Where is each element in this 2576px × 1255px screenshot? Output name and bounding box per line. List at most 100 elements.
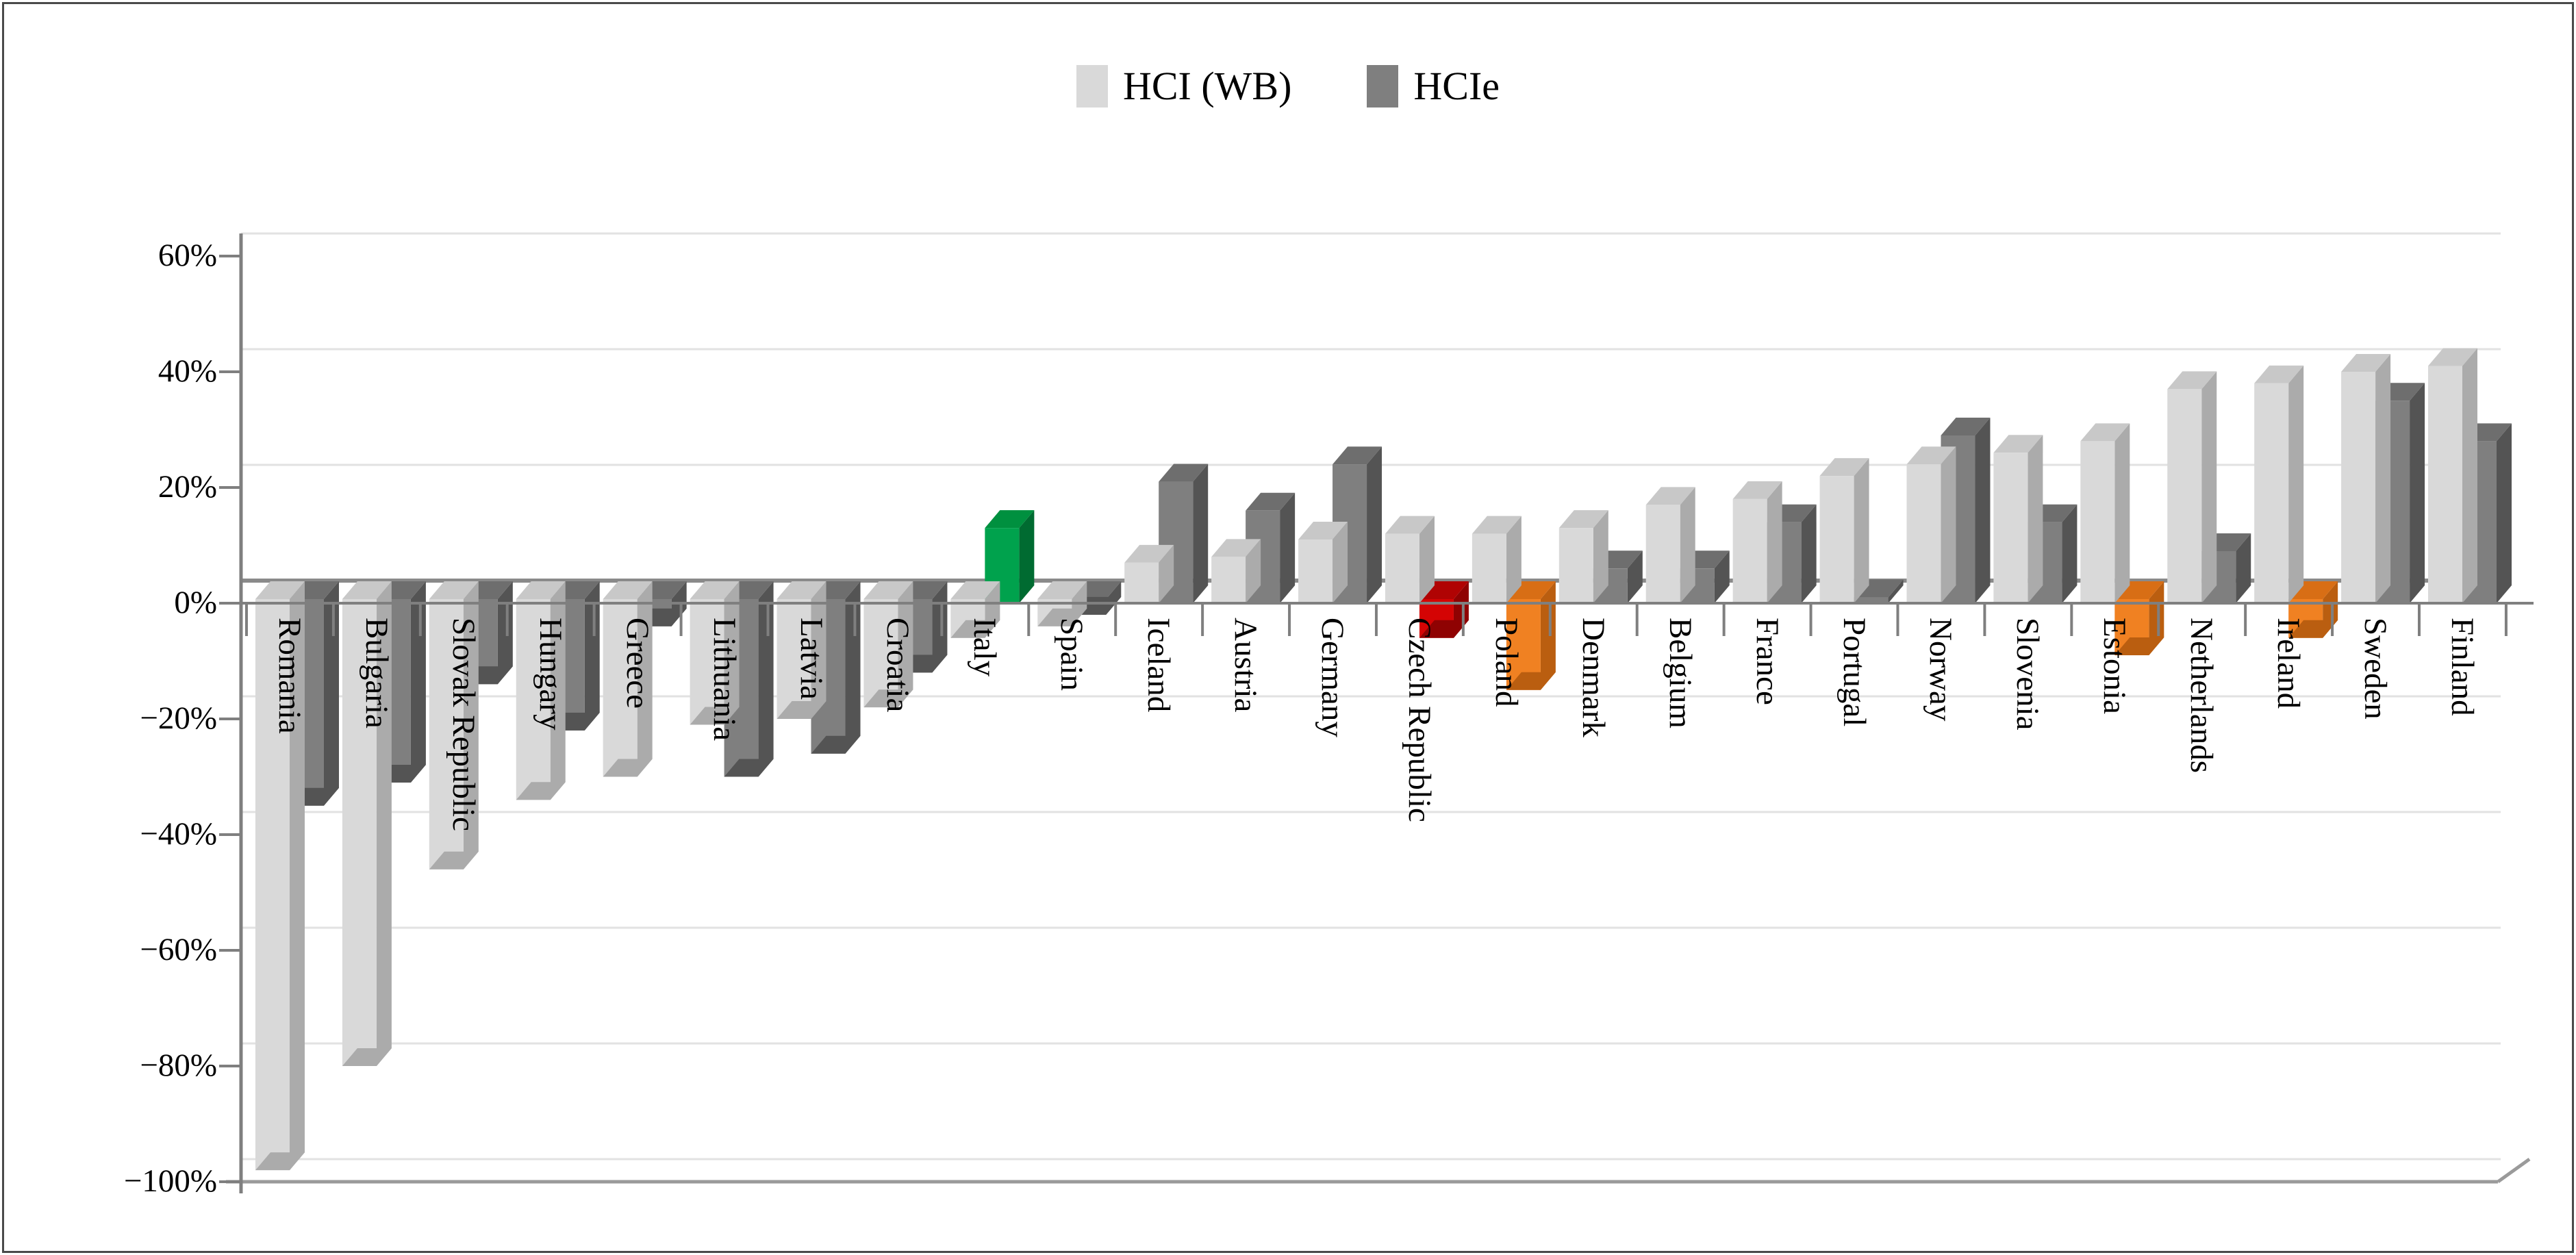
y-axis-tick-label: 60% <box>157 238 217 273</box>
legend-item-hci-wb: HCI (WB) <box>1076 63 1291 109</box>
bar-hci-wb-portugal-side <box>1854 458 1869 603</box>
bar-hci-wb-lithuania-side <box>724 581 740 725</box>
bar-hci-wb-bulgaria <box>342 599 377 1066</box>
y-axis-tick-label: −80% <box>140 1048 217 1083</box>
bar-hcie-finland-side <box>2497 423 2512 603</box>
bar-hcie-ireland-foot <box>2288 620 2338 638</box>
bar-hci-wb-france-top <box>1732 481 1782 499</box>
category-label-sweden: Sweden <box>2358 618 2394 720</box>
bar-hci-wb-estonia <box>2080 441 2115 603</box>
bar-hci-wb-finland-top <box>2428 348 2477 366</box>
bar-hci-wb-poland <box>1472 533 1506 603</box>
bar-hcie-hungary-side <box>584 581 600 731</box>
bar-hci-wb-spain-foot <box>1037 608 1087 626</box>
bar-hci-wb-spain-top <box>1037 581 1087 599</box>
category-label-belgium: Belgium <box>1662 618 1698 728</box>
bar-hcie-norway-top <box>1941 417 1991 435</box>
bar-hci-wb-romania <box>255 599 290 1171</box>
bar-hci-wb-france-side <box>1767 481 1782 603</box>
bar-hcie-bulgaria-side <box>410 581 426 783</box>
y-axis-tick-label: −100% <box>123 1163 217 1199</box>
category-label-germany: Germany <box>1315 618 1351 737</box>
bar-hci-wb-croatia-top <box>863 581 913 599</box>
bar-hcie-slovenia-side <box>2062 504 2078 603</box>
y-axis-tick-label: −60% <box>140 932 217 967</box>
bar-hci-wb-finland <box>2428 366 2462 603</box>
category-label-poland: Poland <box>1488 618 1524 707</box>
bar-hci-wb-iceland <box>1124 562 1159 603</box>
bar-hci-wb-ireland-top <box>2254 365 2304 383</box>
bar-hci-wb-denmark-side <box>1593 510 1608 603</box>
category-label-portugal: Portugal <box>1836 618 1872 727</box>
category-label-spain: Spain <box>1054 618 1090 692</box>
bar-hcie-germany-side <box>1367 446 1382 603</box>
bar-hci-wb-germany-side <box>1333 522 1348 603</box>
bar-hcie-italy-side <box>1019 510 1035 603</box>
category-label-austria: Austria <box>1228 618 1264 713</box>
bar-hcie-poland-foot <box>1506 672 1556 690</box>
category-label-finland: Finland <box>2445 618 2480 716</box>
bar-hci-wb-czech-republic <box>1385 533 1419 603</box>
category-label-croatia: Croatia <box>880 618 916 713</box>
bar-hci-wb-slovenia-side <box>2028 435 2043 603</box>
bar-hci-wb-iceland-side <box>1159 544 1174 603</box>
bar-hci-wb-bulgaria-foot <box>342 1048 392 1066</box>
bar-hci-wb-hungary <box>516 599 551 800</box>
bar-hcie-portugal <box>1854 597 1889 603</box>
legend-item-hcie: HCIe <box>1367 63 1500 109</box>
bar-hci-wb-poland-top <box>1472 516 1521 534</box>
bar-hci-wb-denmark <box>1558 528 1593 603</box>
bar-hci-wb-bulgaria-side <box>376 581 392 1066</box>
bar-hci-wb-czech-republic-top <box>1385 516 1435 534</box>
bar-hci-wb-romania-foot <box>255 1152 305 1171</box>
bar-hcie-austria-top <box>1246 492 1296 511</box>
category-label-latvia: Latvia <box>793 618 829 700</box>
bar-hcie-slovak-republic-side <box>497 581 513 685</box>
bar-hci-wb-latvia-side <box>811 581 826 719</box>
y-axis-tick-label: −40% <box>140 816 217 852</box>
bar-hci-wb-greece-foot <box>603 759 653 777</box>
bar-hci-wb-lithuania-foot <box>690 707 740 725</box>
bar-hcie-estonia-side <box>2149 581 2164 656</box>
bar-hci-wb-poland-side <box>1506 516 1521 603</box>
bar-hci-wb-bulgaria-top <box>342 581 392 599</box>
bar-hci-wb-croatia <box>863 599 898 708</box>
bar-hcie-romania-side <box>324 581 339 806</box>
bar-hci-wb-estonia-side <box>2114 423 2130 603</box>
bar-hci-wb-latvia-foot <box>776 701 826 719</box>
bar-hci-wb-croatia-side <box>898 581 913 708</box>
category-label-greece: Greece <box>619 618 655 709</box>
bar-hci-wb-slovak-republic <box>429 599 464 870</box>
bar-hci-wb-germany <box>1298 540 1333 603</box>
bar-hci-wb-ireland-side <box>2288 365 2304 603</box>
category-label-slovak-republic: Slovak Republic <box>445 618 481 831</box>
legend-swatch-hci-wb <box>1076 64 1108 107</box>
bar-hcie-belgium-side <box>1714 550 1730 603</box>
bar-hci-wb-austria <box>1211 557 1246 603</box>
bar-hci-wb-romania-side <box>290 581 305 1171</box>
bar-hci-wb-sweden <box>2341 372 2376 603</box>
bar-hcie-czech-republic-foot <box>1419 620 1469 638</box>
bar-hci-wb-sweden-top <box>2341 354 2391 372</box>
bar-hci-wb-norway-top <box>1906 446 1956 465</box>
bar-hcie-lithuania-side <box>758 581 774 777</box>
legend: HCI (WB) HCIe <box>0 63 2576 109</box>
bar-hci-wb-italy-foot <box>950 620 1000 638</box>
category-label-estonia: Estonia <box>2097 618 2133 714</box>
category-label-netherlands: Netherlands <box>2184 618 2220 774</box>
category-label-iceland: Iceland <box>1141 618 1177 713</box>
bar-hci-wb-slovenia-top <box>1993 435 2043 453</box>
y-axis-tick-label: 20% <box>157 469 217 505</box>
bar-hcie-iceland-side <box>1193 464 1209 603</box>
bar-hci-wb-romania-top <box>255 581 305 599</box>
bar-hci-wb-latvia-top <box>776 581 826 599</box>
bar-hci-wb-hungary-top <box>516 581 566 599</box>
bar-hcie-estonia-foot <box>2114 637 2164 656</box>
bar-hcie-portugal-side <box>1888 579 1904 603</box>
bar-hcie-lithuania-foot <box>724 759 774 777</box>
bar-hcie-austria-side <box>1280 492 1296 603</box>
y-axis-tick-label: 40% <box>157 353 217 389</box>
